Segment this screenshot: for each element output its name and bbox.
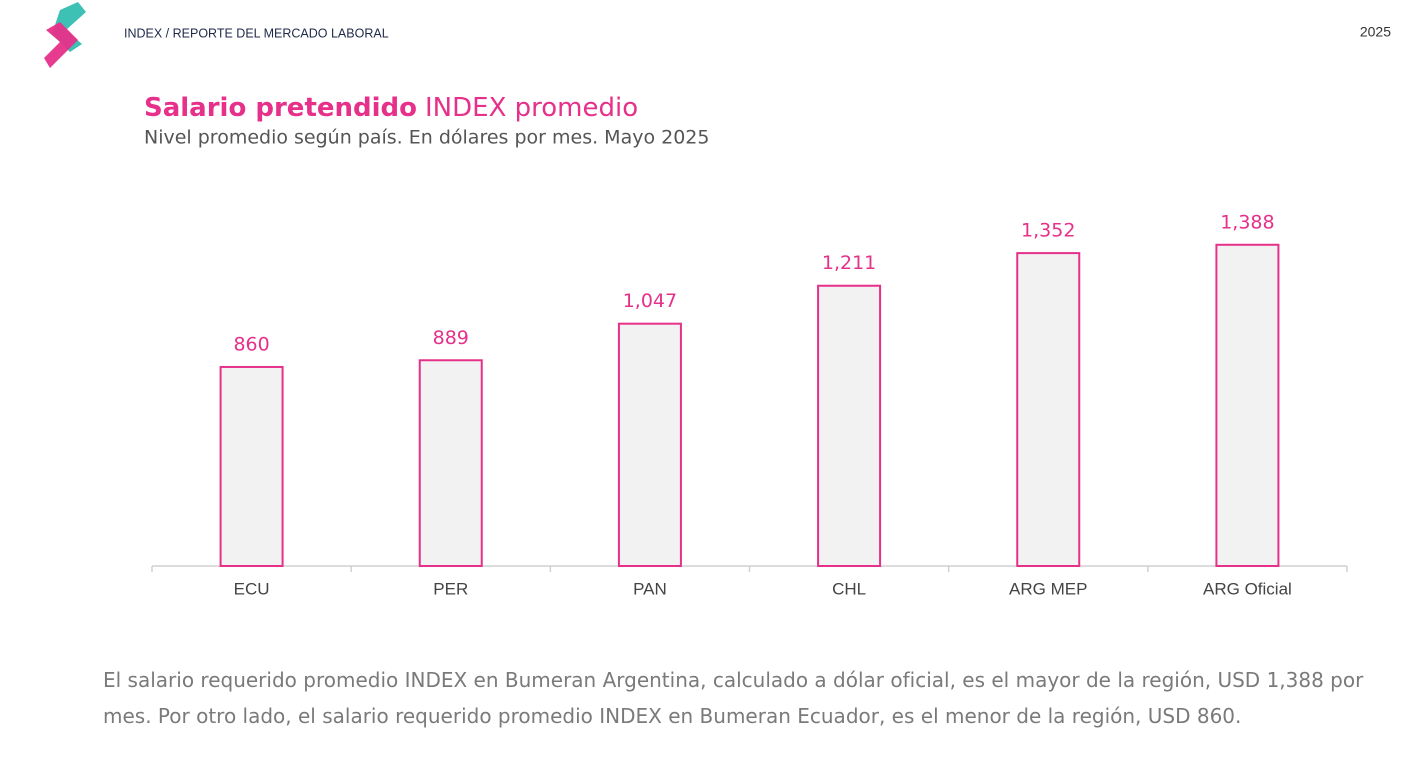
x-tick-label: ARG MEP — [1009, 579, 1087, 598]
logo — [44, 2, 86, 68]
value-label: 1,352 — [1021, 220, 1075, 242]
x-tick-label: ECU — [234, 579, 270, 598]
title-rest: INDEX promedio — [425, 93, 638, 123]
title-bold: Salario pretendido — [144, 93, 417, 123]
x-tick-label: ARG Oficial — [1203, 579, 1292, 598]
value-label: 1,047 — [623, 290, 677, 312]
footnote: El salario requerido promedio INDEX en B… — [103, 668, 1364, 728]
year: 2025 — [1360, 24, 1391, 40]
bar — [418, 359, 483, 568]
bar — [219, 365, 284, 567]
bar — [1016, 252, 1081, 567]
x-tick-label: PAN — [633, 579, 667, 598]
value-label: 1,388 — [1220, 211, 1274, 233]
brand: INDEX / REPORTE DEL MERCADO LABORAL — [124, 26, 389, 40]
bar — [817, 284, 882, 567]
value-label: 889 — [433, 327, 469, 349]
bar — [617, 322, 682, 567]
chart-subtitle: Nivel promedio según país. En dólares po… — [144, 127, 709, 149]
bar — [1215, 243, 1280, 568]
value-label: 860 — [233, 333, 269, 355]
chart-title: Salario pretendido INDEX promedio — [144, 93, 638, 123]
x-tick-label: CHL — [832, 579, 866, 598]
value-label: 1,211 — [822, 252, 876, 274]
x-tick-label: PER — [433, 579, 468, 598]
